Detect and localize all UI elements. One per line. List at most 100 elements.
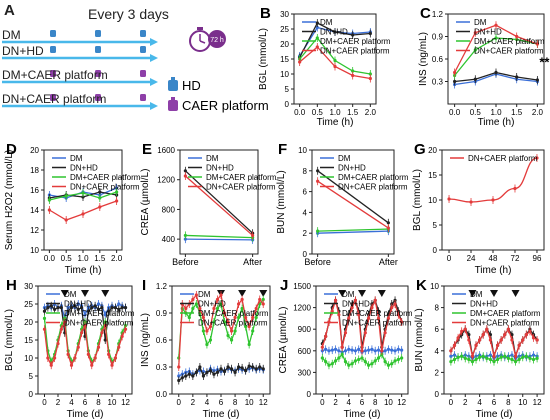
- plot-frame: [311, 149, 395, 255]
- y-tick-label: 400: [162, 235, 176, 244]
- data-point: [315, 45, 319, 49]
- data-point: [368, 72, 372, 76]
- data-point: [177, 374, 181, 378]
- data-point: [194, 302, 198, 306]
- data-point: [90, 363, 94, 367]
- x-tick-label: 4: [69, 398, 74, 407]
- bag-icon: [140, 46, 146, 53]
- data-point: [208, 324, 213, 329]
- legend-label: DN+CAER platform: [468, 154, 538, 163]
- panel-label-k: K: [416, 277, 427, 294]
- x-tick-label: 10: [518, 398, 527, 407]
- data-point: [247, 324, 251, 329]
- data-point: [83, 324, 87, 328]
- data-point: [110, 306, 114, 310]
- legend-label: DN+HD: [320, 28, 348, 37]
- series-line: [317, 230, 389, 234]
- data-point: [350, 348, 354, 352]
- x-tick-label: 8: [373, 398, 378, 407]
- data-point: [353, 359, 357, 363]
- data-point: [510, 333, 514, 337]
- x-tick-label: 0.5: [470, 108, 482, 117]
- x-tick-label: 12: [259, 398, 268, 407]
- data-point: [205, 329, 209, 333]
- data-point: [46, 356, 50, 360]
- data-point: [386, 316, 391, 320]
- data-point: [320, 356, 324, 360]
- data-point: [460, 354, 464, 358]
- data-point: [467, 333, 471, 337]
- y-tick-label: 10: [298, 146, 307, 155]
- data-point: [499, 355, 503, 359]
- y-tick-label: 0.3: [156, 363, 168, 372]
- x-axis-label: Time (h): [317, 117, 354, 128]
- y-tick-label: 20: [280, 40, 289, 49]
- data-point: [357, 347, 361, 351]
- data-point: [386, 347, 391, 351]
- data-point: [333, 58, 337, 63]
- data-point: [233, 315, 237, 320]
- data-point: [376, 356, 381, 360]
- data-point: [222, 369, 227, 374]
- data-point: [107, 309, 111, 313]
- data-point: [212, 372, 216, 376]
- data-point: [330, 348, 334, 352]
- legend-label: DN+CAER platform: [198, 319, 268, 328]
- data-point: [510, 357, 514, 362]
- data-point: [478, 355, 482, 359]
- schematic-title: Every 3 days: [88, 6, 169, 22]
- data-point: [343, 349, 348, 353]
- data-point: [113, 356, 117, 360]
- legend-label: DM: [320, 18, 333, 27]
- data-point: [485, 356, 489, 360]
- data-point: [353, 349, 357, 353]
- bag-icon: [50, 30, 56, 37]
- data-point: [251, 315, 255, 320]
- x-tick-label: After: [379, 257, 398, 267]
- data-point: [353, 298, 357, 302]
- data-point: [76, 307, 80, 311]
- treatment-marker: [338, 290, 347, 297]
- data-point: [488, 338, 493, 342]
- data-point: [258, 297, 262, 302]
- data-point: [495, 357, 500, 362]
- data-point: [351, 69, 355, 73]
- data-point: [370, 347, 374, 351]
- data-point: [59, 306, 63, 310]
- data-point: [363, 360, 367, 364]
- y-tick-label: 0: [307, 390, 312, 399]
- data-point: [226, 365, 230, 369]
- data-point: [261, 367, 265, 371]
- x-tick-label: 1.0: [490, 108, 502, 117]
- data-point: [360, 356, 364, 360]
- data-point: [100, 306, 104, 310]
- y-tick-label: 0: [303, 250, 308, 259]
- data-point: [499, 338, 503, 342]
- data-point: [453, 70, 457, 75]
- data-point: [177, 365, 181, 369]
- data-point: [456, 355, 460, 359]
- data-point: [396, 347, 400, 351]
- data-point: [208, 369, 213, 373]
- y-tick-label: 6: [435, 325, 440, 334]
- data-point: [340, 352, 344, 356]
- y-tick-label: 8: [303, 167, 308, 176]
- y-tick-label: 1.2: [156, 282, 168, 291]
- data-point: [73, 356, 77, 360]
- legend-label: DN+CAER platform: [70, 183, 140, 192]
- chart-d: D 10 12 14 16 18 20 0.0 0.5 1.0 1.5 2.0 Time (h) Seru…: [4, 141, 141, 276]
- series-line: [317, 228, 389, 232]
- x-tick-label: 12: [397, 398, 406, 407]
- data-point: [449, 349, 453, 353]
- y-axis-label: BGL (mmol/L): [258, 28, 269, 90]
- data-point: [73, 304, 77, 308]
- data-point: [494, 36, 498, 40]
- y-axis-label: BGL (mmol/L): [4, 309, 15, 371]
- data-point: [66, 309, 70, 313]
- data-point: [123, 327, 128, 331]
- y-tick-label: 12: [30, 226, 39, 235]
- data-point: [201, 374, 205, 378]
- data-point: [96, 345, 101, 349]
- row-label-4: DN+CAER platform: [2, 92, 107, 106]
- legend-label: DM: [206, 154, 219, 163]
